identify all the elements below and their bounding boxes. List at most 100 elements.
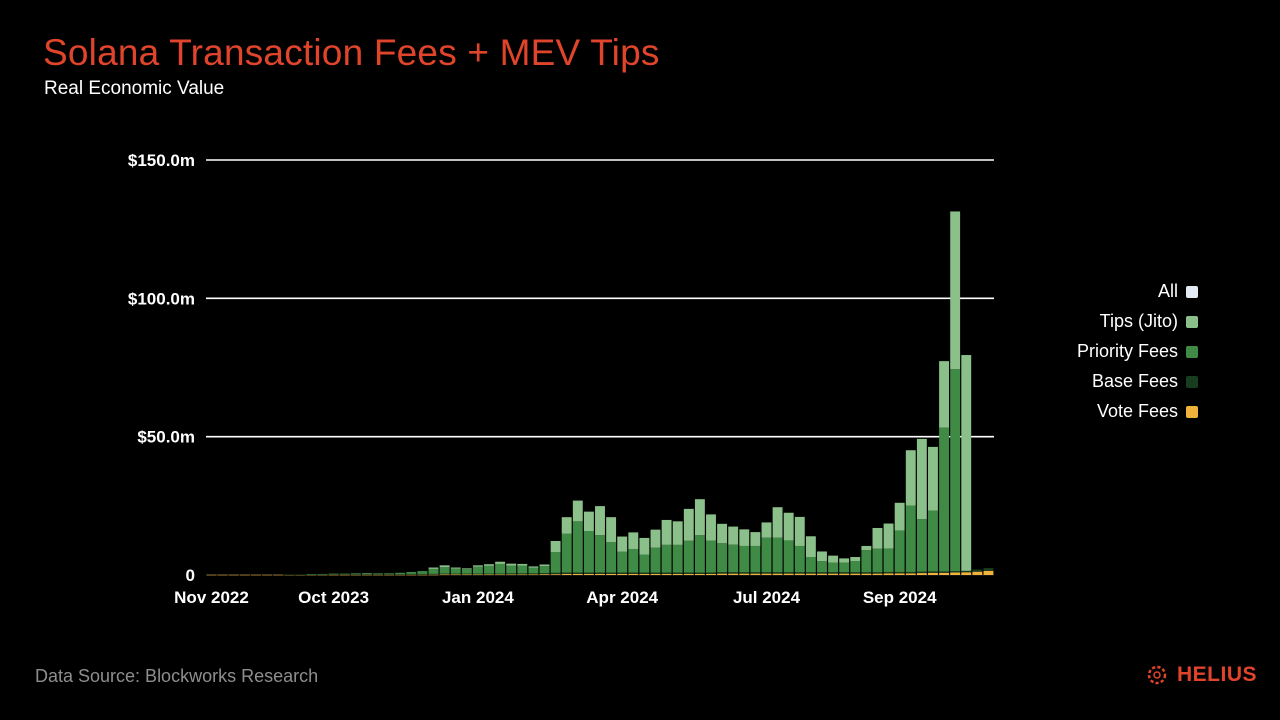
bar-segment-vote-fees[interactable] <box>639 573 650 575</box>
bar-segment-tips-jito[interactable] <box>850 557 861 562</box>
bar-segment-vote-fees[interactable] <box>628 573 639 575</box>
bar-segment-priority-fees[interactable] <box>495 563 506 574</box>
bar-segment-vote-fees[interactable] <box>828 573 839 575</box>
bar-segment-priority-fees[interactable] <box>839 562 850 573</box>
bar-segment-vote-fees[interactable] <box>373 574 383 576</box>
bar-segment-base-fees[interactable] <box>805 572 816 574</box>
bar-segment-base-fees[interactable] <box>817 572 827 574</box>
bar-segment-vote-fees[interactable] <box>350 574 361 576</box>
bar-segment-priority-fees[interactable] <box>406 571 417 574</box>
bar-segment-tips-jito[interactable] <box>916 438 927 520</box>
bar-segment-vote-fees[interactable] <box>861 573 872 575</box>
bar-segment-tips-jito[interactable] <box>706 514 716 541</box>
bar-segment-base-fees[interactable] <box>783 572 794 574</box>
bar-segment-tips-jito[interactable] <box>539 564 550 567</box>
bar-segment-vote-fees[interactable] <box>961 572 972 575</box>
bar-segment-vote-fees[interactable] <box>750 573 761 575</box>
bar-segment-vote-fees[interactable] <box>717 573 728 575</box>
bar-segment-tips-jito[interactable] <box>561 517 572 534</box>
bar-segment-vote-fees[interactable] <box>772 573 783 575</box>
bar-segment-tips-jito[interactable] <box>828 555 839 563</box>
bar-segment-base-fees[interactable] <box>794 572 805 574</box>
bar-segment-priority-fees[interactable] <box>672 544 683 573</box>
bar-segment-vote-fees[interactable] <box>683 573 694 575</box>
bar-segment-vote-fees[interactable] <box>983 570 994 575</box>
bar-segment-vote-fees[interactable] <box>472 574 483 576</box>
bar-segment-vote-fees[interactable] <box>262 574 272 576</box>
bar-segment-priority-fees[interactable] <box>595 535 605 573</box>
bar-segment-vote-fees[interactable] <box>439 574 450 576</box>
bar-segment-vote-fees[interactable] <box>950 572 961 575</box>
bar-segment-priority-fees[interactable] <box>506 565 517 574</box>
bar-segment-tips-jito[interactable] <box>794 516 805 546</box>
bar-segment-priority-fees[interactable] <box>916 519 927 572</box>
bar-segment-base-fees[interactable] <box>894 571 905 574</box>
bar-segment-priority-fees[interactable] <box>728 544 739 573</box>
bar-segment-base-fees[interactable] <box>961 570 972 573</box>
bar-segment-vote-fees[interactable] <box>817 573 827 575</box>
bar-segment-tips-jito[interactable] <box>861 545 872 551</box>
bar-segment-vote-fees[interactable] <box>250 574 261 576</box>
bar-segment-vote-fees[interactable] <box>761 573 772 575</box>
bar-segment-tips-jito[interactable] <box>650 529 661 548</box>
bar-segment-tips-jito[interactable] <box>472 565 483 567</box>
bar-segment-base-fees[interactable] <box>495 573 506 575</box>
bar-segment-priority-fees[interactable] <box>439 567 450 574</box>
bar-segment-tips-jito[interactable] <box>617 536 628 552</box>
bar-segment-tips-jito[interactable] <box>572 500 583 522</box>
bar-segment-priority-fees[interactable] <box>894 530 905 572</box>
legend-item-tips-jito[interactable]: Tips (Jito) <box>1100 311 1198 332</box>
bar-segment-vote-fees[interactable] <box>361 574 372 576</box>
bar-segment-tips-jito[interactable] <box>750 532 761 546</box>
bar-segment-vote-fees[interactable] <box>783 573 794 575</box>
bar-segment-base-fees[interactable] <box>628 572 639 574</box>
bar-segment-base-fees[interactable] <box>506 573 517 575</box>
bar-segment-vote-fees[interactable] <box>506 574 517 576</box>
bar-segment-base-fees[interactable] <box>950 571 961 573</box>
bar-segment-priority-fees[interactable] <box>694 535 705 573</box>
bar-segment-base-fees[interactable] <box>428 573 439 575</box>
bar-segment-priority-fees[interactable] <box>428 568 439 574</box>
bar-segment-base-fees[interactable] <box>528 573 539 575</box>
bar-segment-base-fees[interactable] <box>728 572 739 574</box>
bar-segment-vote-fees[interactable] <box>583 573 594 575</box>
bar-segment-base-fees[interactable] <box>750 572 761 574</box>
bar-segment-vote-fees[interactable] <box>561 573 572 575</box>
bar-segment-vote-fees[interactable] <box>495 574 506 576</box>
bar-segment-vote-fees[interactable] <box>794 573 805 575</box>
bar-segment-tips-jito[interactable] <box>761 522 772 538</box>
bar-segment-vote-fees[interactable] <box>217 574 228 576</box>
bar-segment-vote-fees[interactable] <box>928 572 938 575</box>
bar-segment-tips-jito[interactable] <box>672 521 683 545</box>
bar-segment-priority-fees[interactable] <box>561 533 572 573</box>
bar-segment-base-fees[interactable] <box>872 572 883 574</box>
bar-segment-priority-fees[interactable] <box>317 574 328 575</box>
bar-segment-base-fees[interactable] <box>672 572 683 574</box>
bar-segment-tips-jito[interactable] <box>961 355 972 571</box>
bar-segment-base-fees[interactable] <box>850 572 861 574</box>
bar-segment-tips-jito[interactable] <box>461 568 472 570</box>
bar-segment-base-fees[interactable] <box>595 572 605 574</box>
bar-segment-priority-fees[interactable] <box>772 537 783 573</box>
bar-segment-base-fees[interactable] <box>761 572 772 574</box>
bar-segment-vote-fees[interactable] <box>650 573 661 575</box>
bar-segment-base-fees[interactable] <box>395 574 406 575</box>
bar-segment-tips-jito[interactable] <box>694 499 705 536</box>
bar-segment-base-fees[interactable] <box>373 574 383 575</box>
bar-segment-vote-fees[interactable] <box>484 574 494 576</box>
bar-segment-base-fees[interactable] <box>517 573 528 575</box>
bar-segment-priority-fees[interactable] <box>528 567 539 574</box>
bar-segment-base-fees[interactable] <box>606 572 617 574</box>
bar-segment-priority-fees[interactable] <box>706 540 716 573</box>
bar-segment-priority-fees[interactable] <box>484 565 494 574</box>
bar-segment-priority-fees[interactable] <box>539 566 550 574</box>
bar-segment-priority-fees[interactable] <box>950 369 961 572</box>
bar-segment-tips-jito[interactable] <box>728 526 739 545</box>
bar-segment-priority-fees[interactable] <box>350 573 361 575</box>
bar-segment-priority-fees[interactable] <box>384 573 395 575</box>
bar-segment-vote-fees[interactable] <box>417 574 428 576</box>
bar-segment-vote-fees[interactable] <box>739 573 750 575</box>
bar-segment-priority-fees[interactable] <box>606 542 617 573</box>
bar-segment-tips-jito[interactable] <box>450 567 461 569</box>
bar-segment-tips-jito[interactable] <box>883 523 894 549</box>
